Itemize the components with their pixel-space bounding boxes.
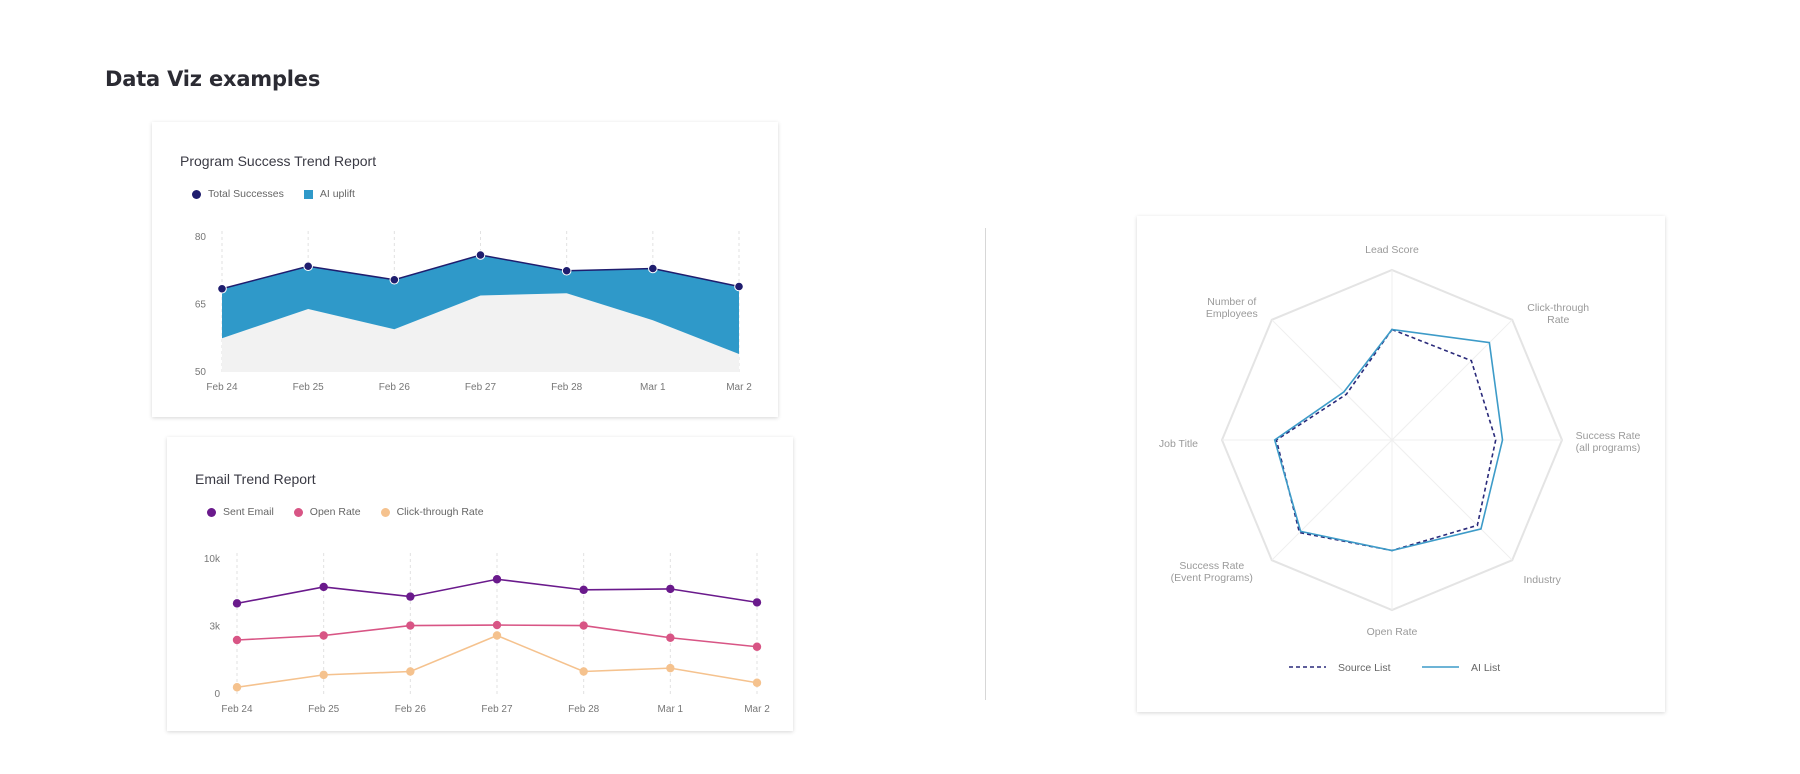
radar-axis-label: Success Rate — [1179, 560, 1244, 572]
radar-axis-label: Rate — [1547, 314, 1569, 326]
data-point — [303, 261, 313, 272]
radar-axis-label: Employees — [1206, 308, 1258, 320]
legend-swatch — [207, 507, 216, 517]
radar-axis-label: Lead Score — [1365, 244, 1419, 256]
data-point — [752, 598, 762, 607]
y-tick-label: 50 — [195, 367, 207, 378]
x-tick-label: Mar 2 — [744, 704, 770, 715]
radar-spoke — [1391, 439, 1513, 561]
legend-swatch — [380, 507, 390, 517]
legend-swatch — [192, 189, 201, 199]
x-tick-label: Mar 1 — [640, 382, 666, 393]
chart-legend: Sent Email Open Rate Click-through Rate — [207, 506, 484, 518]
data-point — [406, 592, 415, 601]
data-point — [734, 281, 744, 292]
data-point — [232, 599, 242, 608]
data-point — [579, 621, 588, 630]
radar-spoke — [1271, 319, 1393, 441]
x-tick-label: Feb 25 — [293, 382, 325, 393]
data-point — [492, 631, 502, 640]
x-tick-label: Feb 27 — [481, 704, 513, 715]
legend-label: Sent Email — [223, 506, 274, 518]
x-tick-label: Feb 25 — [308, 704, 340, 715]
legend-item-total-successes[interactable]: Total Successes — [192, 188, 284, 200]
x-tick-label: Feb 24 — [206, 382, 238, 393]
legend-item-sent-email[interactable]: Sent Email — [207, 506, 274, 518]
y-tick-label: 80 — [195, 232, 207, 243]
y-tick-label: 0 — [214, 689, 220, 700]
data-point — [406, 621, 415, 630]
radar-spoke — [1271, 439, 1393, 561]
series-ai-list-polygon — [1273, 328, 1504, 552]
radar-spoke — [1391, 319, 1513, 441]
x-tick-label: Feb 28 — [551, 382, 583, 393]
legend-swatch — [303, 189, 313, 199]
program-success-card: Program Success Trend Report Total Succe… — [152, 122, 778, 417]
data-point — [319, 670, 328, 680]
legend-label: Click-through Rate — [396, 506, 484, 518]
x-tick-label: Mar 1 — [658, 704, 684, 715]
data-point — [232, 635, 242, 645]
data-point — [319, 631, 328, 640]
radar-axis-label: Open Rate — [1367, 626, 1418, 638]
x-tick-label: Mar 2 — [726, 382, 752, 393]
data-point — [389, 274, 400, 285]
line-chart: 0 3k 10k Feb 24 Feb 25 Feb 26 Feb 27 Feb 28 Mar … — [204, 553, 770, 715]
chart-legend: Total Successes AI uplift — [192, 188, 355, 200]
area-chart: 50 65 80 Feb 24 Feb 25 Feb 26 Feb 27 Feb 28 Mar … — [195, 231, 752, 393]
legend-label: Open Rate — [309, 506, 361, 518]
legend-item-click-through-rate[interactable]: Click-through Rate — [380, 506, 484, 518]
data-point — [579, 667, 588, 676]
y-tick-label: 65 — [195, 300, 207, 311]
data-point — [666, 584, 675, 594]
x-tick-label: Feb 26 — [379, 382, 411, 393]
chart-title: Program Success Trend Report — [180, 153, 377, 169]
x-tick-label: Feb 24 — [221, 704, 253, 715]
data-point — [648, 263, 658, 274]
radar-axis-label: (Event Programs) — [1171, 572, 1253, 584]
data-point — [666, 633, 675, 642]
y-tick-label: 10k — [204, 554, 221, 565]
y-tick-label: 3k — [209, 622, 221, 633]
data-point — [319, 582, 328, 592]
chart-title: Email Trend Report — [195, 471, 316, 487]
x-tick-label: Feb 27 — [465, 382, 497, 393]
radar-axis-label: Success Rate — [1576, 430, 1641, 442]
series-ai-uplift-area — [222, 255, 739, 354]
data-point — [475, 250, 486, 260]
radar-axis-label: Click-through — [1527, 302, 1589, 314]
radar-axis-label: Number of — [1207, 296, 1256, 308]
legend-item-open-rate[interactable]: Open Rate — [293, 506, 361, 518]
data-point — [752, 678, 762, 687]
legend-swatch — [293, 507, 303, 517]
data-point — [561, 265, 572, 276]
data-point — [579, 585, 588, 595]
data-point — [492, 620, 502, 630]
legend-label-ai-list: AI List — [1471, 662, 1500, 674]
x-tick-label: Feb 26 — [395, 704, 427, 715]
page-title: Data Viz examples — [105, 67, 321, 91]
legend-label: AI uplift — [319, 188, 355, 200]
data-point — [752, 642, 762, 651]
data-point — [406, 667, 415, 676]
radar-axis-label: (all programs) — [1576, 442, 1641, 454]
legend-item-ai-uplift[interactable]: AI uplift — [303, 188, 355, 200]
data-point — [492, 575, 502, 584]
radar-card: Lead Score Click-through Rate Success Rate(… — [1137, 216, 1665, 712]
email-trend-card: Email Trend Report Sent Email Open Rate … — [167, 437, 793, 731]
data-point — [666, 663, 675, 673]
data-point — [217, 283, 227, 294]
legend-label-source-list: Source List — [1338, 662, 1391, 674]
radar-axis-label: Industry — [1524, 574, 1562, 586]
x-tick-label: Feb 28 — [568, 704, 600, 715]
vertical-divider — [985, 228, 986, 700]
radar-axis-label: Job Title — [1159, 438, 1198, 450]
baseline-area — [222, 293, 739, 372]
data-point — [232, 683, 242, 692]
legend-label: Total Successes — [208, 188, 284, 200]
